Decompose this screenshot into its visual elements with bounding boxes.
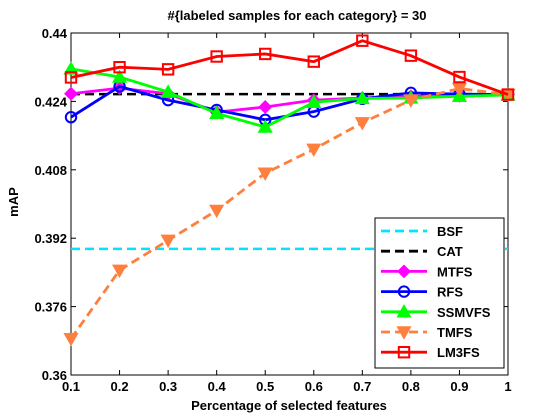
legend-item-tmfs-label: TMFS [437,325,473,340]
series-ssmvfs-point [112,69,128,83]
x-tick-label: 1 [504,379,511,394]
y-tick-label: 0.376 [34,300,67,315]
series-mtfs-point [112,81,127,96]
series-tmfs-point [306,143,322,157]
legend-item-ssmvfs-label: SSMVFS [437,305,491,320]
x-tick-label: 0.9 [450,379,468,394]
series-tmfs-point [451,82,467,97]
y-tick-label: 0.44 [42,26,68,41]
series-ssmvfs-point [63,61,79,75]
legend-item-rfs-label: RFS [437,285,463,300]
series-lm3fs-point [404,49,418,62]
y-tick-label: 0.424 [34,94,67,109]
series-ssmvfs-point [306,94,322,108]
series-ssmvfs-point [209,105,225,120]
y-tick-label: 0.392 [34,231,67,246]
x-tick-label: 0.7 [353,379,371,394]
legend-item-mtfs-label: MTFS [437,264,473,279]
legend: BSF CAT MTFS RFS SSMVFS TMFS LM3FS [374,217,505,369]
series-ssmvfs-point [257,119,273,133]
legend-item-rfs-marker [397,285,411,298]
legend-item-tmfs-marker [396,326,412,340]
x-axis-label: Percentage of selected features [191,398,387,413]
legend-item-bsf-label: BSF [437,224,463,239]
series-tmfs-point [160,234,176,249]
x-tick-label: 0.1 [62,379,80,394]
y-tick-label: 0.408 [34,163,67,178]
legend-item-mtfs-marker [397,264,411,279]
x-tick-label: 0.6 [305,379,323,394]
legend-item-lm3fs-label: LM3FS [437,345,480,360]
series-lm3fs-point [161,63,175,76]
legend-item-cat-label: CAT [437,244,463,259]
x-tick-label: 0.4 [208,379,227,394]
series-lm3fs-point [356,34,369,47]
series-tmfs-point [112,264,128,278]
plot-area: 0.1 0.2 0.3 0.4 0.5 0.6 0.7 0.8 0.9 1 0.36 0.376 0.3… [34,26,516,394]
series-mtfs-point [258,100,273,114]
series-lm3fs-point [307,55,320,68]
series-tmfs-point [354,117,370,131]
series-mtfs-point [64,86,78,101]
series-ssmvfs-point [160,84,176,98]
legend-item-ssmvfs-marker [396,304,412,318]
series-rfs-point [64,111,78,124]
series-lm3fs-point [64,71,78,84]
series-ssmvfs-point [354,90,370,105]
series-lm3fs-point [501,88,515,101]
series-lm3fs-line [70,39,509,96]
series-tmfs-point [209,204,225,219]
x-tick-label: 0.3 [159,379,177,394]
series-tmfs-point [63,332,79,347]
legend-item-lm3fs-marker [397,346,411,359]
chart-title: #{labeled samples for each category} = 3… [167,8,426,23]
series-tmfs-point [257,167,273,181]
series-lm3fs-point [453,70,466,84]
x-tick-label: 0.2 [111,379,129,394]
series-lm3fs-point [210,50,223,63]
x-tick-label: 0.8 [402,379,420,394]
series-lm3fs-point [113,61,126,74]
series-tmfs-line [69,87,509,340]
series-ssmvfs-line [70,67,509,129]
y-axis-label: mAP [6,187,21,217]
series-tmfs-point [403,94,419,108]
x-tick-label: 0.5 [256,379,274,394]
series-lm3fs-point [259,47,272,61]
y-tick-label: 0.36 [42,368,67,383]
